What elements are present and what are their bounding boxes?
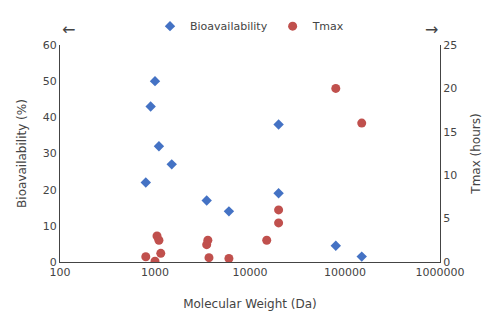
svg-text:100000: 100000 (324, 266, 366, 279)
svg-text:60: 60 (43, 39, 57, 52)
svg-text:1000: 1000 (141, 266, 169, 279)
svg-text:Tmax: Tmax (312, 20, 344, 33)
svg-text:Molecular Weight (Da): Molecular Weight (Da) (183, 297, 317, 311)
svg-text:1000000: 1000000 (416, 266, 465, 279)
svg-text:100: 100 (50, 266, 71, 279)
svg-text:←: ← (62, 20, 75, 39)
svg-text:40: 40 (43, 111, 57, 124)
svg-text:0: 0 (50, 256, 57, 269)
svg-text:5: 5 (443, 212, 450, 225)
svg-text:10: 10 (443, 169, 457, 182)
svg-text:Bioavailability (%): Bioavailability (%) (15, 99, 29, 208)
svg-text:30: 30 (43, 147, 57, 160)
svg-text:10000: 10000 (233, 266, 268, 279)
svg-text:Tmax (hours): Tmax (hours) (469, 113, 483, 194)
svg-text:15: 15 (443, 126, 457, 139)
svg-text:→: → (425, 20, 438, 39)
svg-text:20: 20 (443, 82, 457, 95)
svg-text:25: 25 (443, 39, 457, 52)
svg-text:0: 0 (443, 256, 450, 269)
svg-text:50: 50 (43, 75, 57, 88)
svg-text:Bioavailability: Bioavailability (190, 20, 268, 33)
svg-text:20: 20 (43, 184, 57, 197)
svg-text:10: 10 (43, 220, 57, 233)
